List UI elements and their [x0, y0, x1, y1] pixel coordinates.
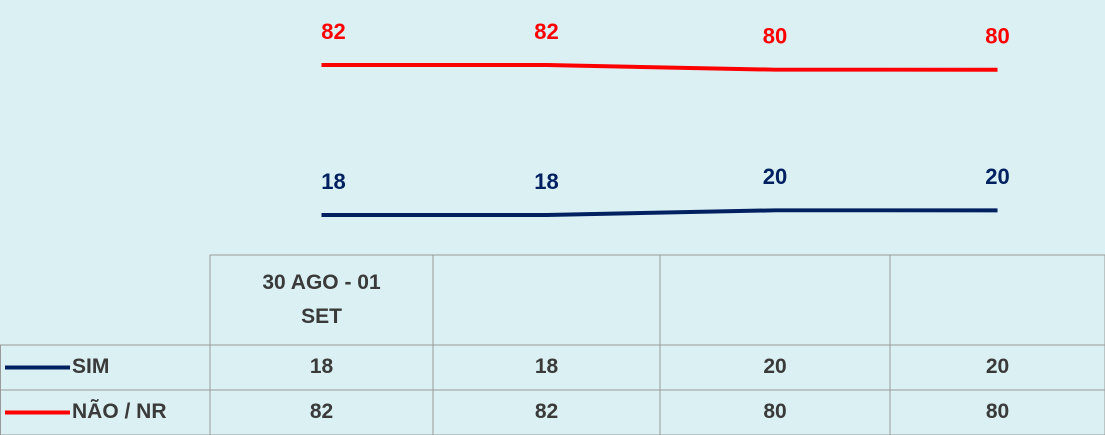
table-cell: 82 — [535, 400, 558, 423]
data-label: 80 — [985, 24, 1009, 49]
table-cell: 80 — [763, 400, 786, 423]
data-label: 18 — [534, 169, 558, 194]
table-cell: 20 — [763, 355, 786, 378]
data-label: 20 — [763, 164, 787, 189]
table-cell: 82 — [310, 400, 333, 423]
table-cell: 80 — [986, 400, 1009, 423]
header-line: SET — [301, 305, 342, 328]
data-label: 20 — [985, 164, 1009, 189]
data-label: 80 — [763, 24, 787, 49]
line — [321, 63, 998, 72]
data-label: 82 — [321, 19, 345, 44]
data-label: 82 — [534, 19, 558, 44]
header-line: 30 AGO - 01 — [262, 271, 381, 294]
line — [321, 208, 998, 217]
legend-label: SIM — [72, 355, 109, 378]
legend-label: NÃO / NR — [72, 400, 167, 423]
data-label: 18 — [321, 169, 345, 194]
table-cell: 18 — [310, 355, 334, 378]
table-cell: 18 — [535, 355, 559, 378]
column-header: 30 AGO - 01 SET — [262, 271, 381, 328]
table-cell: 20 — [986, 355, 1009, 378]
